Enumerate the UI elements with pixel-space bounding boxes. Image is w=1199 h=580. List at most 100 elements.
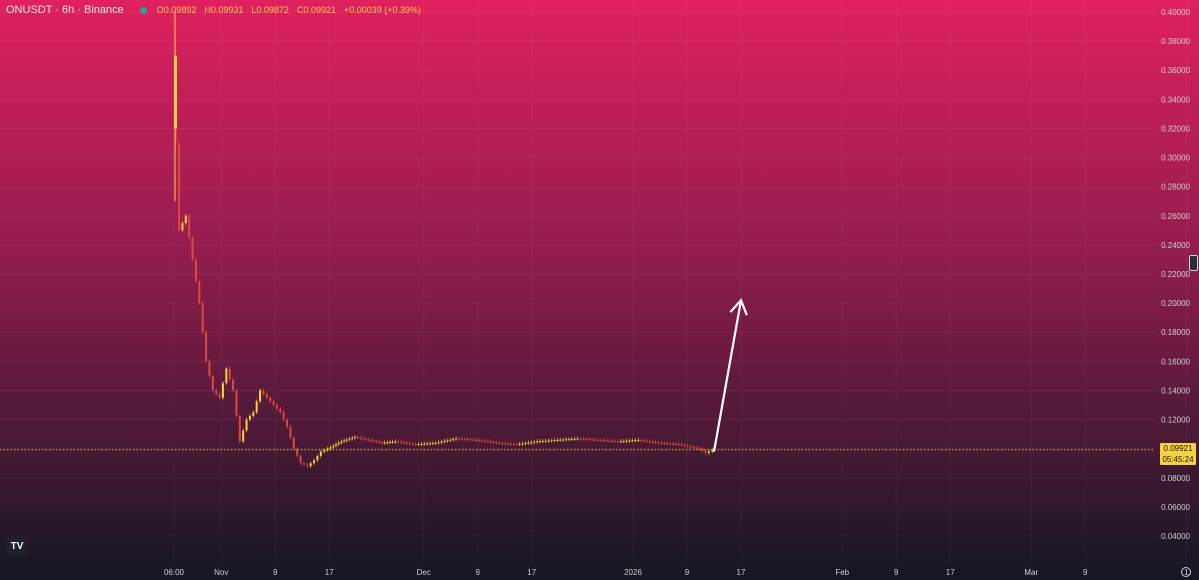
candle: [414, 443, 417, 445]
candle: [411, 443, 414, 445]
y-tick-label: 0.30000: [1161, 154, 1190, 163]
arrow-annotation: [712, 300, 743, 452]
y-tick-label: 0.28000: [1161, 183, 1190, 192]
candle: [547, 440, 550, 442]
candle: [711, 449, 714, 452]
candle: [429, 443, 432, 445]
candle: [631, 440, 634, 442]
candle: [460, 438, 463, 440]
symbol-label[interactable]: ONUSDT · 6h · Binance: [6, 4, 124, 16]
candle: [279, 408, 282, 413]
y-tick-label: 0.40000: [1161, 8, 1190, 17]
last-price-value: 0.09921: [1163, 444, 1193, 453]
candle: [570, 438, 573, 440]
candle: [666, 443, 669, 445]
candle: [405, 442, 408, 444]
candle: [335, 444, 337, 446]
candle: [188, 215, 191, 238]
change-value: +0.00039 (+0.39%): [343, 5, 422, 15]
y-tick-label: 0.26000: [1161, 212, 1190, 221]
price-scale-handle-icon[interactable]: [1189, 255, 1198, 271]
y-tick-label: 0.20000: [1161, 299, 1190, 308]
candle: [238, 415, 241, 442]
candle: [669, 443, 672, 445]
candle: [512, 443, 515, 445]
candle: [389, 441, 391, 443]
candle: [591, 439, 594, 441]
x-tick-label: 9: [685, 568, 690, 577]
y-tick-label: 0.06000: [1161, 503, 1190, 512]
candle: [541, 440, 544, 442]
candle: [302, 463, 305, 465]
y-tick-label: 0.32000: [1161, 124, 1190, 133]
candle: [218, 394, 221, 398]
market-status-icon: [139, 6, 147, 14]
candle: [306, 464, 309, 467]
candle: [689, 446, 692, 448]
gear-icon[interactable]: [1181, 567, 1191, 577]
candle: [527, 442, 530, 444]
candle: [614, 440, 617, 442]
tradingview-logo-icon[interactable]: TV: [6, 536, 28, 556]
candle: [221, 383, 224, 398]
candle: [588, 439, 591, 441]
y-tick-label: 0.12000: [1161, 416, 1190, 425]
chart-header: ONUSDT · 6h · Binance O0.09892 H0.09931 …: [6, 3, 421, 17]
candle: [437, 442, 440, 444]
candle: [184, 215, 187, 224]
x-tick-label: Dec: [417, 568, 431, 577]
candle: [605, 440, 608, 442]
candle: [599, 439, 602, 441]
candle: [323, 450, 326, 452]
candle: [550, 440, 553, 442]
candle: [475, 439, 478, 441]
candle: [564, 439, 567, 441]
candle: [174, 55, 177, 129]
candle: [272, 401, 275, 405]
y-tick-label: 0.14000: [1161, 386, 1190, 395]
candle: [486, 441, 489, 443]
candle: [316, 455, 319, 461]
candle: [672, 443, 675, 445]
candle: [579, 438, 582, 440]
candle: [530, 442, 533, 444]
candle: [492, 442, 495, 444]
candle: [225, 368, 228, 384]
candle: [651, 441, 654, 443]
bar-countdown: 05:45:24: [1162, 455, 1194, 464]
x-tick-label: 9: [894, 568, 899, 577]
candle: [495, 442, 498, 444]
candle: [340, 441, 343, 443]
candle: [567, 439, 570, 441]
candle: [521, 443, 524, 445]
candle: [434, 442, 437, 444]
high-value: H0.09931: [204, 5, 244, 15]
candle: [181, 223, 184, 231]
candle: [364, 438, 367, 440]
candle: [637, 439, 640, 441]
candle: [232, 379, 235, 391]
candle: [259, 390, 262, 402]
candle: [489, 441, 492, 443]
candle: [201, 303, 204, 333]
y-tick-label: 0.04000: [1161, 532, 1190, 541]
x-tick-label: 9: [273, 568, 278, 577]
x-tick-label: 06:00: [164, 568, 185, 577]
candle: [215, 390, 218, 395]
arrow-head-icon: [729, 298, 748, 316]
candle: [602, 440, 605, 442]
candle: [701, 448, 704, 451]
candle: [596, 439, 599, 441]
candle: [683, 444, 686, 446]
candle: [657, 442, 660, 444]
candle: [533, 441, 536, 443]
candle: [640, 439, 643, 441]
candle: [576, 438, 579, 440]
candle: [211, 375, 214, 391]
candle: [585, 438, 588, 440]
candle: [402, 442, 405, 444]
candle: [582, 438, 585, 440]
